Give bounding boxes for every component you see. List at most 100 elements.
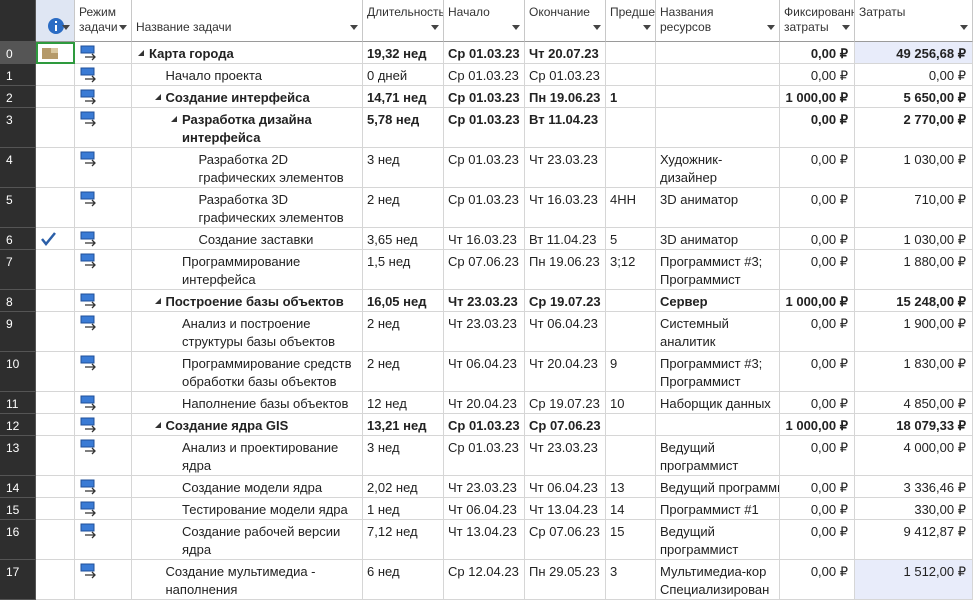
duration-cell: 2 нед [363,352,444,392]
fixed-cost-cell: 0,00 ₽ [780,312,855,352]
row-number: 12 [0,414,36,436]
task-mode-icon [80,395,96,411]
task-mode-icon [80,293,96,309]
name-cell: Создание ядра GIS [132,414,363,436]
fixed-cost-cell: 0,00 ₽ [780,392,855,414]
start-cell: Ср 07.06.23 [444,250,525,290]
indicator-cell [36,520,75,560]
indicator-cell [36,560,75,600]
row-number: 10 [0,352,36,392]
pred-cell: 14 [606,498,656,520]
task-mode-icon [80,89,96,105]
mode-cell [75,86,132,108]
mode-cell [75,108,132,148]
pred-cell: 13 [606,476,656,498]
duration-cell: 5,78 нед [363,108,444,148]
resources-cell [656,86,780,108]
resources-cell: Художник-дизайнер [656,148,780,188]
pred-cell [606,148,656,188]
resources-cell: Программист #3; Программист #4;Пр [656,250,780,290]
task-mode-icon [80,501,96,517]
column-header[interactable]: Предшественники [606,0,656,42]
mode-cell [75,520,132,560]
mode-cell [75,188,132,228]
task-mode-icon [80,563,96,579]
name-cell: Создание интерфейса [132,86,363,108]
duration-cell: 13,21 нед [363,414,444,436]
pred-cell: 3 [606,560,656,600]
collapse-toggle[interactable] [171,116,177,122]
cost-cell: 18 079,33 ₽ [855,414,973,436]
row-number: 5 [0,188,36,228]
column-header[interactable]: Название задачи [132,0,363,42]
finish-cell: Ср 01.03.23 [525,64,606,86]
duration-cell: 6 нед [363,560,444,600]
collapse-toggle[interactable] [154,422,161,428]
mode-cell [75,414,132,436]
collapse-toggle[interactable] [138,50,144,56]
resources-cell: Наборщик данных [656,392,780,414]
task-mode-icon [80,355,96,371]
info-icon [48,18,64,34]
column-header[interactable]: Названия ресурсов [656,0,780,42]
finish-cell: Ср 07.06.23 [525,520,606,560]
indicator-header[interactable] [36,0,75,42]
row-number: 17 [0,560,36,600]
mode-cell [75,250,132,290]
task-mode-icon [80,253,96,269]
collapse-toggle[interactable] [154,94,161,100]
duration-cell: 14,71 нед [363,86,444,108]
fixed-cost-cell: 0,00 ₽ [780,108,855,148]
finish-cell: Вт 11.04.23 [525,228,606,250]
indicator-cell [36,498,75,520]
complete-check [41,232,56,246]
duration-cell: 1,5 нед [363,250,444,290]
duration-cell: 3 нед [363,148,444,188]
name-cell: Наполнение базы объектов [132,392,363,414]
resources-cell: 3D аниматор [656,228,780,250]
column-header[interactable]: Затраты [855,0,973,42]
pred-cell: 3;12 [606,250,656,290]
column-header[interactable]: Окончание [525,0,606,42]
name-cell: Создание заставки [132,228,363,250]
fixed-cost-cell: 0,00 ₽ [780,520,855,560]
cost-cell: 1 030,00 ₽ [855,228,973,250]
fixed-cost-cell: 0,00 ₽ [780,188,855,228]
row-number: 4 [0,148,36,188]
resources-cell: Сервер [656,290,780,312]
duration-cell: 2 нед [363,188,444,228]
column-header[interactable]: Начало [444,0,525,42]
duration-cell: 2 нед [363,312,444,352]
indicator-cell [36,228,75,250]
mode-cell [75,312,132,352]
fixed-cost-cell: 0,00 ₽ [780,498,855,520]
collapse-toggle[interactable] [154,298,161,304]
fixed-cost-cell: 0,00 ₽ [780,352,855,392]
column-header[interactable]: Фиксированные затраты [780,0,855,42]
mode-cell [75,498,132,520]
cost-cell: 3 336,46 ₽ [855,476,973,498]
cost-cell: 710,00 ₽ [855,188,973,228]
fixed-cost-cell: 1 000,00 ₽ [780,414,855,436]
pred-cell [606,64,656,86]
start-cell: Чт 23.03.23 [444,476,525,498]
start-cell: Ср 12.04.23 [444,560,525,600]
cost-cell: 1 900,00 ₽ [855,312,973,352]
duration-cell: 2,02 нед [363,476,444,498]
finish-cell: Пн 19.06.23 [525,250,606,290]
column-header[interactable]: Режим задачи [75,0,132,42]
row-number: 7 [0,250,36,290]
mode-cell [75,392,132,414]
task-mode-icon [80,439,96,455]
indicator-cell [36,64,75,86]
start-cell: Чт 23.03.23 [444,312,525,352]
column-header[interactable]: Длительность [363,0,444,42]
task-mode-icon [80,479,96,495]
indicator-cell [36,290,75,312]
row-number: 0 [0,42,36,64]
name-cell: Разработка 3D графических элементов [132,188,363,228]
task-mode-icon [80,191,96,207]
row-number: 11 [0,392,36,414]
task-mode-icon [80,111,96,127]
row-number: 15 [0,498,36,520]
